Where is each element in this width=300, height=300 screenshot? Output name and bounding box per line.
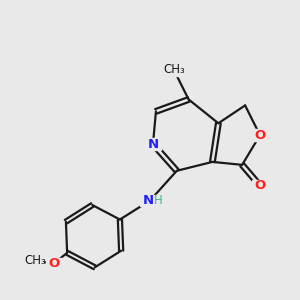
Text: CH₃: CH₃ xyxy=(163,63,185,76)
Text: O: O xyxy=(254,179,266,192)
Text: O: O xyxy=(254,129,266,142)
Text: O: O xyxy=(48,257,59,270)
Text: N: N xyxy=(142,194,154,207)
Bar xyxy=(27,255,43,267)
Text: CH₃: CH₃ xyxy=(24,254,46,267)
Bar xyxy=(140,195,160,206)
Bar xyxy=(252,129,268,141)
Bar xyxy=(46,258,62,269)
Bar xyxy=(166,64,182,76)
Text: N: N xyxy=(147,138,158,151)
Text: H: H xyxy=(154,194,162,207)
Bar xyxy=(252,180,268,192)
Bar xyxy=(145,138,161,150)
